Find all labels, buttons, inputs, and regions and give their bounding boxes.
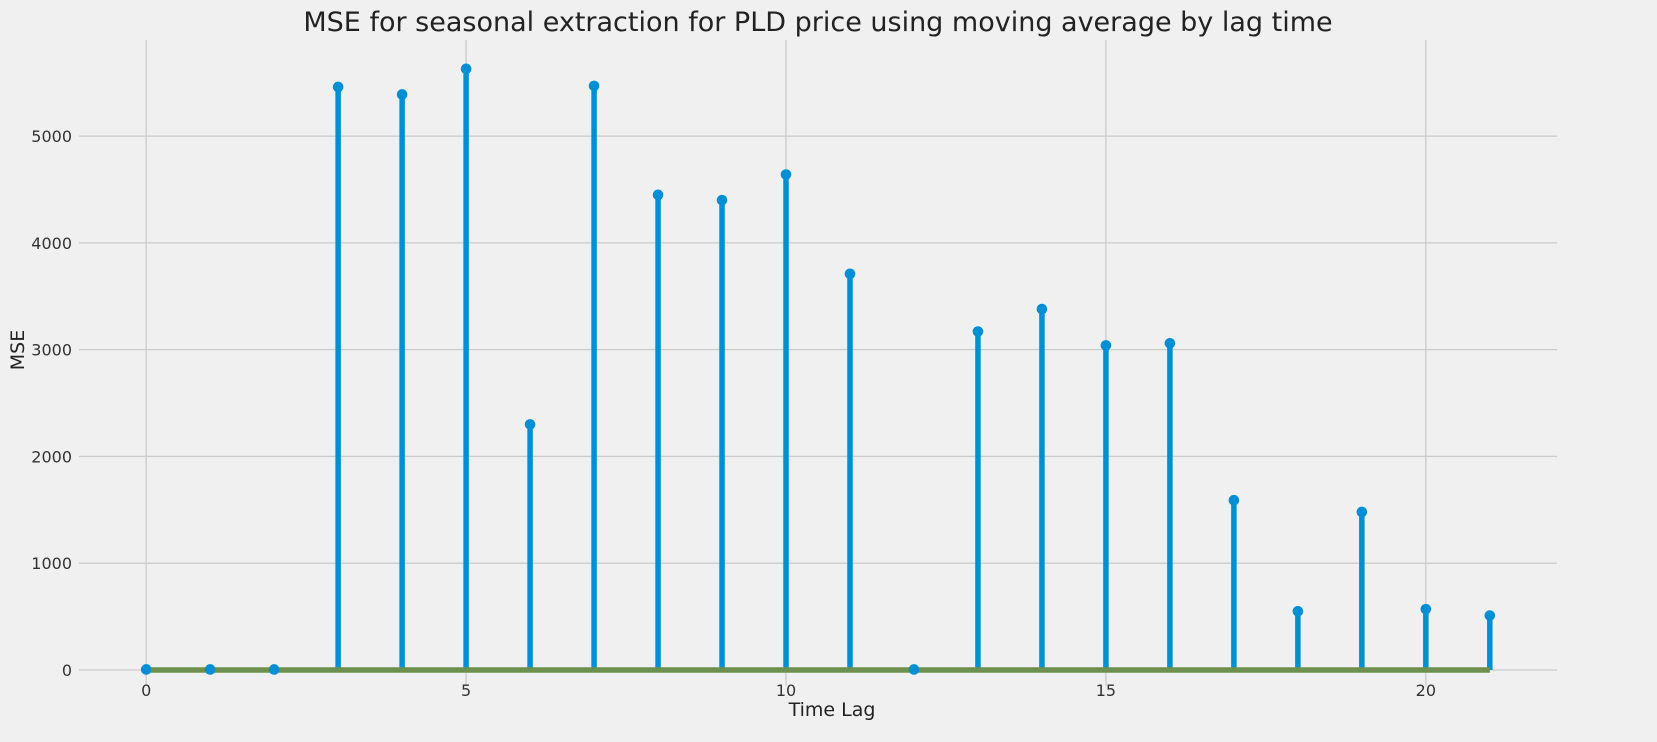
stem-marker — [1292, 605, 1304, 617]
stem-marker — [1228, 494, 1240, 506]
stem-marker — [780, 169, 792, 180]
y-tick-label: 3000 — [31, 341, 72, 360]
y-tick-label: 1000 — [31, 554, 72, 573]
y-tick-label: 4000 — [31, 234, 72, 253]
x-tick-label: 5 — [461, 681, 471, 700]
stem-marker — [524, 419, 536, 430]
y-tick-label: 5000 — [31, 127, 72, 146]
x-axis-label: Time Lag — [788, 699, 876, 721]
stem-marker — [396, 89, 408, 100]
x-tick-label: 0 — [141, 681, 151, 700]
grid-lines — [79, 40, 1557, 686]
stem-marker — [716, 194, 728, 206]
y-axis-label: MSE — [7, 330, 29, 370]
chart-title: MSE for seasonal extraction for PLD pric… — [303, 7, 1332, 38]
stem-marker — [140, 664, 152, 675]
stem-marker — [844, 268, 856, 280]
stem-marker — [1036, 303, 1048, 315]
stem-marker — [652, 189, 664, 201]
y-tick-label: 2000 — [31, 447, 72, 466]
stem-marker — [1356, 506, 1368, 518]
stem-marker — [268, 664, 280, 675]
stem-marker — [1484, 610, 1496, 621]
stem-marker — [1164, 337, 1176, 349]
tick-labels: 0 1000 2000 3000 4000 5000 0 5 10 15 20 — [31, 127, 1436, 700]
stem-marker — [972, 326, 984, 337]
stem-marker — [460, 63, 472, 75]
x-tick-label: 10 — [776, 681, 796, 700]
stem-marker — [908, 664, 920, 675]
y-tick-label: 0 — [62, 661, 72, 680]
markers — [140, 63, 1496, 675]
x-tick-label: 20 — [1416, 681, 1436, 700]
stem-marker — [1420, 603, 1432, 615]
stem-marker — [1100, 340, 1112, 351]
stem-marker — [204, 664, 216, 675]
stem-marker — [588, 80, 600, 92]
x-tick-label: 15 — [1096, 681, 1116, 700]
stem-marker — [332, 81, 344, 93]
stems — [143, 68, 1493, 670]
